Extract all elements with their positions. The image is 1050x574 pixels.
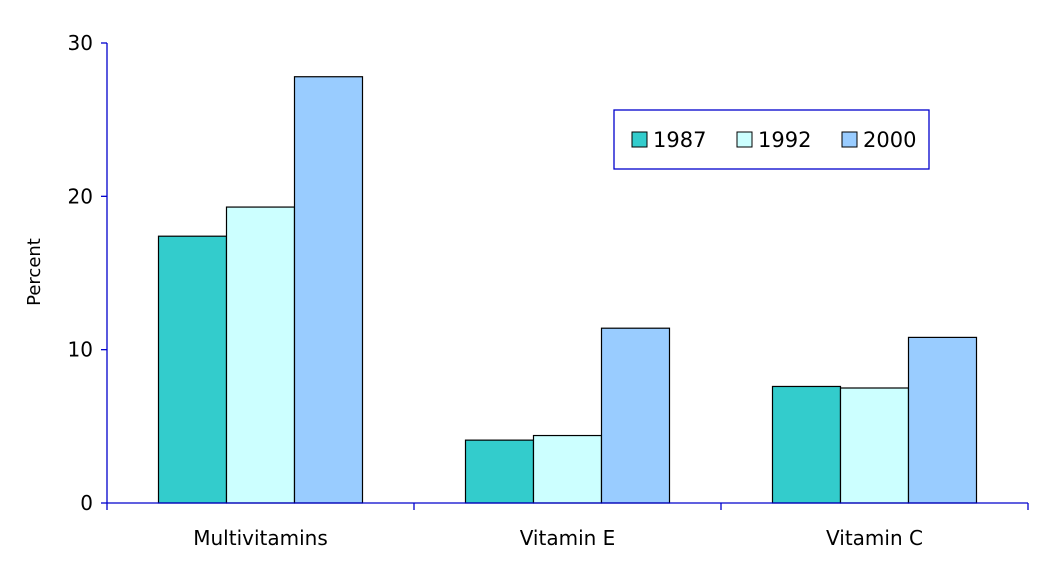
x-tick-label: Multivitamins (193, 526, 328, 550)
legend-label-2000: 2000 (863, 128, 916, 152)
y-tick-label: 0 (80, 491, 93, 515)
bar-vitamin-c-1992 (839, 387, 910, 504)
legend-swatch-1992 (736, 131, 753, 148)
bar-vitamin-c-1987 (771, 385, 842, 504)
bar-multivitamins-2000 (293, 76, 364, 504)
x-tick-label: Vitamin C (826, 526, 923, 550)
bar-vitamin-e-1992 (532, 434, 603, 504)
legend-label-1992: 1992 (758, 128, 811, 152)
bar-vitamin-e-2000 (600, 327, 671, 504)
y-tick-label: 30 (68, 31, 93, 55)
legend-swatch-2000 (841, 131, 858, 148)
bar-vitamin-c-2000 (907, 336, 978, 504)
bar-multivitamins-1992 (225, 206, 296, 504)
y-tick-label: 20 (68, 184, 93, 208)
bars-group (157, 76, 978, 504)
y-tick-label: 10 (68, 338, 93, 362)
y-axis-title: Percent (24, 238, 45, 306)
bar-multivitamins-1987 (157, 235, 228, 504)
legend-swatch-1987 (631, 131, 648, 148)
x-tick-label: Vitamin E (520, 526, 616, 550)
bar-vitamin-e-1987 (464, 439, 535, 504)
legend: 1987 1992 2000 (613, 109, 930, 170)
axes-group: Multivitamins Vitamin E Vitamin C 0 10 20 30 (68, 31, 1029, 550)
legend-label-1987: 1987 (653, 128, 706, 152)
legend-box (613, 109, 930, 170)
